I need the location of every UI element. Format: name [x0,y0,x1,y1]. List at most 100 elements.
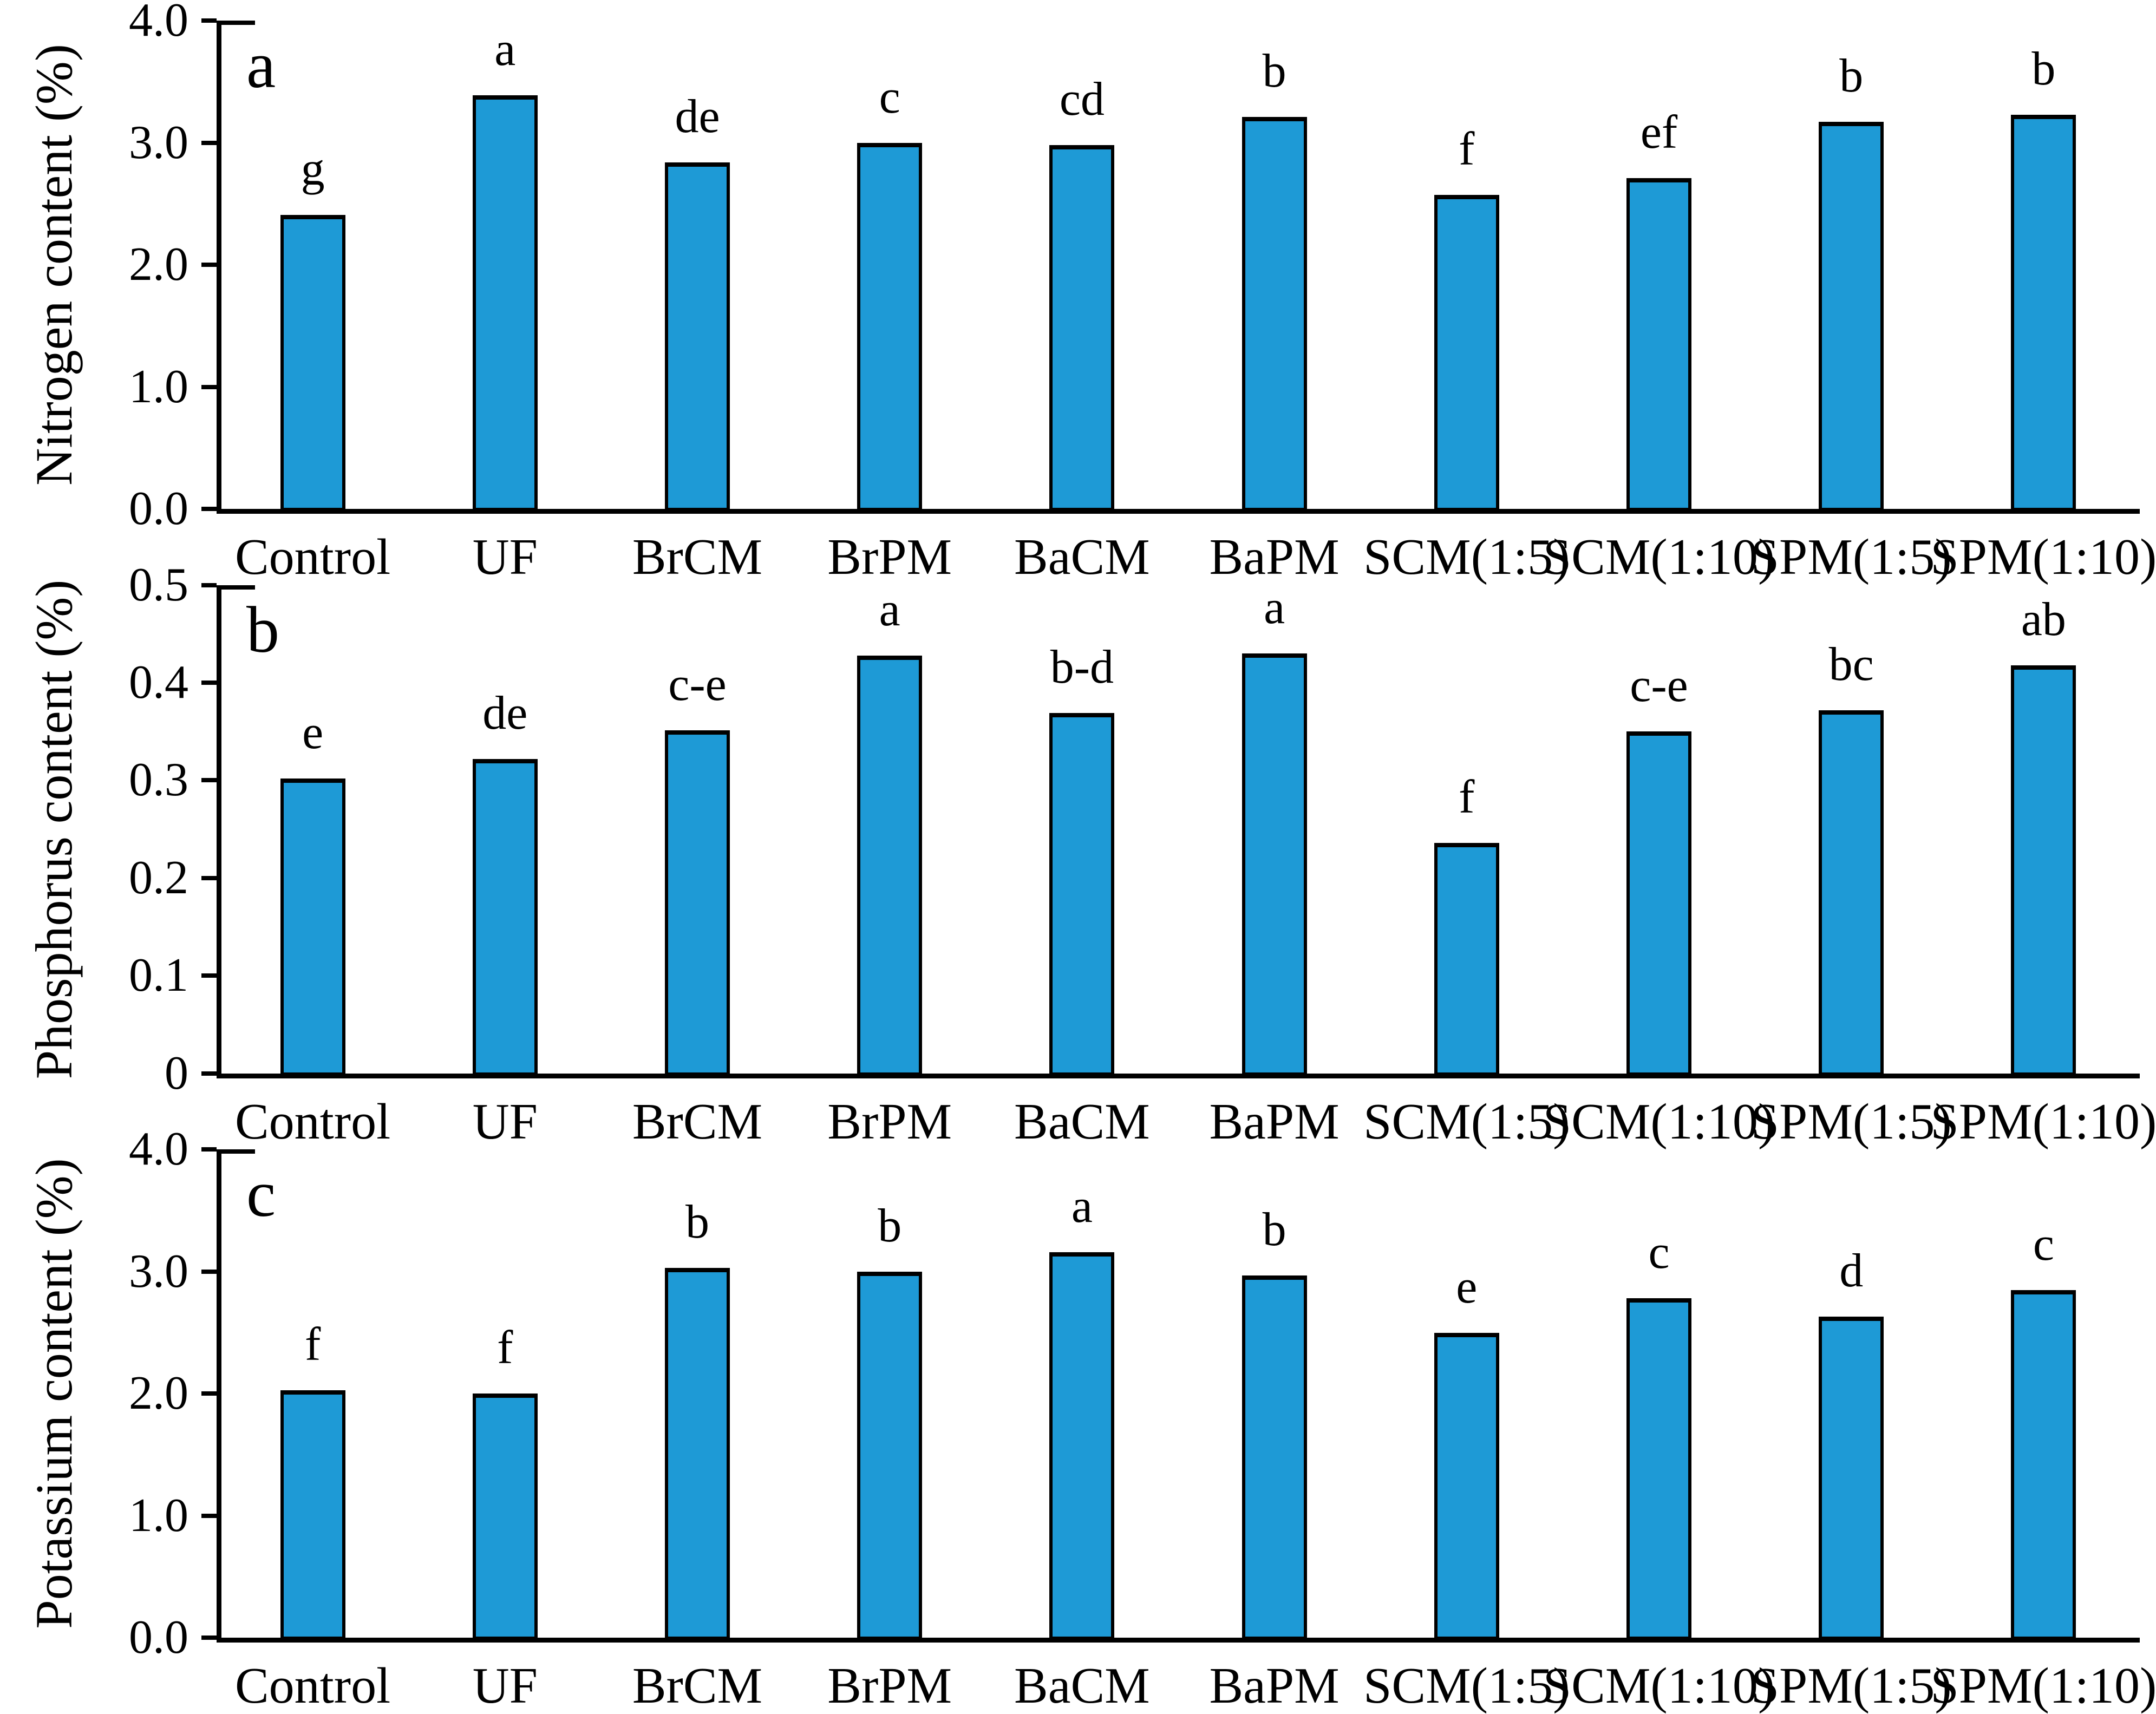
y-tick-label: 0.4 [129,656,188,709]
y-axis-line [217,21,221,514]
bar-significance-letter: b-d [1050,640,1114,694]
bar-significance-letter: c [1648,1226,1670,1279]
x-category-label: SPM(1:5) [1750,529,1952,585]
bar [1626,1298,1691,1640]
x-category-label: BaPM [1209,529,1340,585]
bar [1626,731,1691,1076]
bar-significance-letter: c [2033,1218,2054,1271]
x-category-label: BrPM [827,1093,952,1150]
x-category-label: SPM(1:10) [1930,1093,2156,1150]
bar-significance-letter: de [482,686,528,740]
bar [2011,665,2076,1076]
bar [280,1390,345,1640]
bar [665,162,730,511]
bar [1049,145,1115,511]
y-tick-mark [201,1147,217,1152]
x-category-label: BrCM [632,1658,763,1714]
y-tick-label: 2.0 [129,1367,188,1420]
y-tick-mark [201,1391,217,1396]
bar-significance-letter: b [2031,42,2056,95]
bar-significance-letter: b [1839,50,1864,103]
bar-significance-letter: f [497,1322,513,1375]
panel-letter-b: b [246,593,279,666]
bar-significance-letter: f [1459,123,1475,176]
bar-significance-letter: c [879,70,900,123]
bar [2011,114,2076,511]
y-tick-label: 1.0 [129,360,188,413]
bar-significance-letter: a [1071,1180,1093,1233]
bar [1434,1332,1499,1640]
x-category-label: BrPM [827,1658,952,1714]
plot-area-potassium: 0.0 1.0 2.0 3.0 4.0 f Control f UF b BrCM b BrPM a BaC… [0,1126,2156,1712]
x-category-label: SCM(1:10) [1543,1093,1775,1150]
x-category-label: Control [234,529,391,585]
y-tick-label: 2.0 [129,238,188,291]
panel-c: Potassium content (%) c 0.0 1.0 2.0 3.0 4.0 f… [0,1126,2156,1712]
x-category-label: SPM(1:10) [1930,529,2156,585]
bar-significance-letter: cd [1059,73,1105,126]
y-tick-mark [201,681,217,685]
x-category-label: BaCM [1014,1658,1150,1714]
x-category-label: UF [472,529,538,585]
bar [280,778,345,1076]
bar [1819,122,1884,511]
y-tick-label: 0 [165,1046,188,1100]
x-category-label: Control [234,1658,391,1714]
bar-significance-letter: g [300,142,325,195]
bar [1242,1275,1307,1640]
x-category-label: SCM(1:10) [1543,529,1775,585]
y-tick-label: 0.5 [129,558,188,611]
x-category-label: BaCM [1014,529,1150,585]
y-tick-mark [201,1513,217,1518]
bar-significance-letter: ef [1640,106,1678,159]
bar-significance-letter: e [1456,1260,1478,1313]
bar-significance-letter: a [879,583,900,636]
x-axis-line [217,1073,2140,1078]
y-tick-mark [201,140,217,145]
y-tick-label: 1.0 [129,1489,188,1542]
panel-letter-a: a [246,29,276,102]
bar-significance-letter: c-e [668,658,727,711]
y-tick-label: 0.0 [129,1611,188,1664]
bar-significance-letter: d [1839,1245,1864,1298]
x-category-label: SCM(1:5) [1363,1093,1570,1150]
bar [472,758,538,1076]
y-tick-mark [201,778,217,783]
y-tick-label: 3.0 [129,1245,188,1298]
x-category-label: SCM(1:10) [1543,1658,1775,1714]
bar [1242,653,1307,1076]
y-tick-mark [201,875,217,880]
bar [1434,842,1499,1076]
x-category-label: SPM(1:5) [1750,1093,1952,1150]
plot-area-phosphorus: 0 0.1 0.2 0.3 0.4 0.5 e Control de UF c-e BrCM a BrPM… [0,561,2156,1147]
bar [1049,1252,1115,1640]
x-axis-line [217,509,2140,514]
y-tick-mark [201,583,217,587]
bar-significance-letter: f [304,1318,321,1371]
bar-significance-letter: b [1262,45,1286,98]
y-axis-top-cap [221,585,255,590]
y-tick-label: 0.2 [129,851,188,904]
y-tick-mark [201,1071,217,1076]
y-tick-mark [201,1269,217,1274]
bar [280,214,345,511]
bar-significance-letter: b [1262,1203,1286,1256]
y-tick-label: 0.3 [129,754,188,807]
bar-significance-letter: ab [2021,593,2066,646]
y-axis-line [217,1149,221,1643]
x-category-label: BaCM [1014,1093,1150,1150]
bar-significance-letter: a [1264,581,1285,634]
bar [857,142,923,511]
y-axis-line [217,585,221,1078]
bar [1434,195,1499,511]
x-category-label: UF [472,1658,538,1714]
bar-significance-letter: e [302,706,324,759]
bar [857,1271,923,1640]
bar [472,95,538,511]
y-tick-label: 0.0 [129,482,188,535]
bar [1049,712,1115,1076]
panel-letter-c: c [246,1157,276,1231]
x-category-label: BrPM [827,529,952,585]
bar [1242,117,1307,511]
bar-significance-letter: f [1459,770,1475,823]
